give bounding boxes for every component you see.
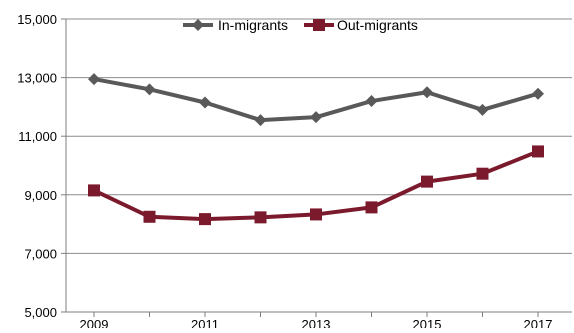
axis-layer bbox=[65, 19, 572, 313]
data-point-diamond bbox=[421, 86, 433, 99]
x-tick-label: 2013 bbox=[302, 317, 331, 328]
legend-label: In-migrants bbox=[218, 17, 288, 33]
data-point-diamond bbox=[365, 95, 378, 108]
x-tick-label: 2017 bbox=[524, 317, 553, 328]
series-in-migrants bbox=[88, 73, 544, 127]
x-tick-label: 2009 bbox=[80, 317, 109, 328]
data-point-square bbox=[365, 201, 378, 214]
data-point-diamond bbox=[476, 103, 489, 116]
data-point-diamond bbox=[254, 114, 267, 127]
legend-item: In-migrants bbox=[183, 17, 288, 33]
legend-marker-square bbox=[313, 19, 325, 31]
data-point-square bbox=[421, 175, 433, 188]
data-point-square bbox=[310, 208, 322, 221]
data-point-diamond bbox=[532, 87, 544, 100]
y-tick-label: 7,000 bbox=[24, 246, 57, 261]
legend-label: Out-migrants bbox=[337, 17, 418, 33]
legend: In-migrants Out-migrants bbox=[183, 17, 418, 33]
data-point-diamond bbox=[88, 73, 100, 86]
data-point-square bbox=[199, 213, 211, 226]
y-tick-label: 13,000 bbox=[17, 71, 57, 86]
series-out-migrants bbox=[88, 145, 544, 226]
x-tick-labels: 2009 2011 2013 2015 2017 bbox=[80, 312, 553, 332]
data-point-square bbox=[254, 211, 267, 224]
y-tick-labels: 5,000 7,000 9,000 11,000 13,000 15,000 bbox=[17, 12, 66, 320]
y-tick-label: 15,000 bbox=[17, 12, 57, 27]
data-point-diamond bbox=[143, 83, 156, 96]
data-point-diamond bbox=[310, 111, 322, 124]
data-point-square bbox=[88, 184, 100, 197]
x-tick-label: 2011 bbox=[191, 317, 219, 328]
data-point-diamond bbox=[199, 96, 211, 109]
legend-marker-diamond bbox=[192, 19, 204, 31]
y-tick-label: 5,000 bbox=[24, 305, 57, 320]
legend-item: Out-migrants bbox=[304, 17, 418, 33]
x-tick-label: 2015 bbox=[413, 317, 442, 328]
y-tick-label: 9,000 bbox=[24, 188, 57, 203]
series-layer bbox=[88, 73, 544, 226]
data-point-square bbox=[532, 145, 544, 158]
data-point-square bbox=[476, 167, 489, 180]
data-point-square bbox=[143, 210, 156, 223]
y-tick-label: 11,000 bbox=[18, 129, 57, 144]
